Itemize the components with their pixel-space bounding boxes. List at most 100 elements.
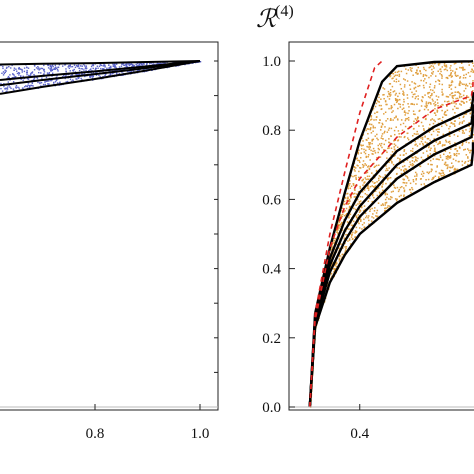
- left-data-point: [44, 81, 46, 83]
- right-data-point: [385, 169, 387, 172]
- right-data-point: [390, 154, 392, 156]
- left-data-point: [78, 73, 81, 76]
- right-data-point: [415, 178, 417, 181]
- right-data-point: [438, 62, 441, 65]
- right-data-point: [394, 187, 397, 189]
- right-data-point: [337, 227, 339, 230]
- right-data-point: [451, 96, 454, 99]
- left-data-point: [49, 69, 52, 72]
- right-data-point: [425, 178, 427, 181]
- right-data-point: [449, 84, 452, 87]
- right-data-point: [378, 104, 381, 107]
- left-data-point: [51, 72, 54, 74]
- left-data-point: [78, 76, 80, 79]
- right-data-point: [403, 98, 405, 101]
- left-data-point: [6, 90, 8, 92]
- right-boundary-curve-3: [308, 114, 474, 408]
- right-data-point: [388, 93, 391, 96]
- left-data-point: [10, 87, 12, 90]
- right-data-point: [426, 137, 429, 140]
- right-data-point: [445, 141, 448, 143]
- right-data-point: [379, 156, 382, 158]
- right-data-point: [422, 125, 424, 127]
- left-data-point: [110, 66, 112, 69]
- left-data-point: [135, 65, 138, 67]
- left-data-point: [47, 83, 49, 85]
- right-data-point: [462, 130, 464, 132]
- right-data-point: [447, 166, 449, 168]
- right-data-point: [428, 91, 431, 94]
- right-data-point: [396, 99, 398, 102]
- right-data-point: [439, 72, 441, 75]
- left-data-point: [63, 74, 65, 77]
- left-data-point: [21, 69, 23, 71]
- right-data-point: [470, 127, 472, 129]
- right-data-point: [429, 153, 432, 155]
- right-data-point: [373, 162, 375, 165]
- right-data-point: [411, 156, 413, 159]
- right-data-point: [360, 205, 362, 208]
- right-data-point: [449, 67, 451, 69]
- right-data-point: [445, 64, 448, 67]
- right-data-point: [442, 104, 444, 106]
- left-data-point: [75, 73, 77, 76]
- right-data-point: [450, 92, 453, 95]
- left-data-point: [49, 64, 52, 67]
- left-data-point: [35, 67, 38, 69]
- right-data-point: [353, 184, 355, 187]
- right-data-point: [392, 72, 395, 75]
- right-data-point: [346, 197, 349, 200]
- left-data-point: [39, 68, 41, 70]
- left-data-point: [150, 62, 152, 64]
- right-data-point: [396, 71, 399, 73]
- right-data-point: [449, 157, 451, 159]
- right-data-point: [361, 223, 364, 226]
- right-data-point: [331, 247, 333, 250]
- right-data-point: [442, 170, 444, 172]
- left-data-point: [10, 67, 12, 69]
- right-data-point: [409, 67, 412, 69]
- right-x-tick-label: 0.4: [350, 426, 369, 442]
- left-data-point: [43, 73, 45, 75]
- right-data-point: [404, 168, 406, 170]
- right-data-point: [357, 153, 360, 155]
- right-data-point: [386, 151, 388, 154]
- right-data-point: [456, 150, 458, 152]
- right-data-point: [444, 150, 447, 153]
- right-data-point: [434, 104, 436, 107]
- right-data-point: [348, 206, 351, 209]
- right-data-point: [438, 142, 440, 145]
- right-data-point: [357, 165, 359, 167]
- right-data-point: [373, 210, 376, 212]
- right-data-point: [436, 134, 439, 136]
- right-data-point: [363, 181, 366, 184]
- right-data-point: [445, 114, 448, 116]
- right-data-point: [472, 71, 474, 74]
- right-data-point: [436, 166, 438, 168]
- right-data-point: [406, 97, 409, 99]
- right-data-point: [393, 143, 396, 145]
- right-data-point: [344, 210, 346, 212]
- left-data-point: [18, 67, 20, 69]
- right-data-point: [429, 83, 432, 86]
- right-data-point: [384, 174, 386, 176]
- right-data-point: [449, 166, 452, 169]
- right-data-point: [399, 159, 401, 161]
- right-data-point: [396, 198, 398, 201]
- right-data-point: [427, 154, 429, 157]
- right-data-point: [385, 167, 388, 170]
- left-data-point: [112, 65, 114, 68]
- right-data-point: [405, 182, 408, 184]
- right-data-point: [354, 170, 356, 172]
- right-data-point: [433, 176, 435, 179]
- left-data-point: [126, 70, 129, 73]
- right-data-point: [367, 155, 369, 158]
- left-data-point: [68, 65, 70, 67]
- right-data-point: [426, 104, 428, 107]
- left-data-point: [2, 67, 4, 70]
- right-data-point: [347, 183, 350, 185]
- right-data-point: [377, 151, 379, 154]
- right-data-point: [431, 118, 434, 120]
- right-data-point: [354, 236, 357, 238]
- right-data-point: [397, 157, 399, 159]
